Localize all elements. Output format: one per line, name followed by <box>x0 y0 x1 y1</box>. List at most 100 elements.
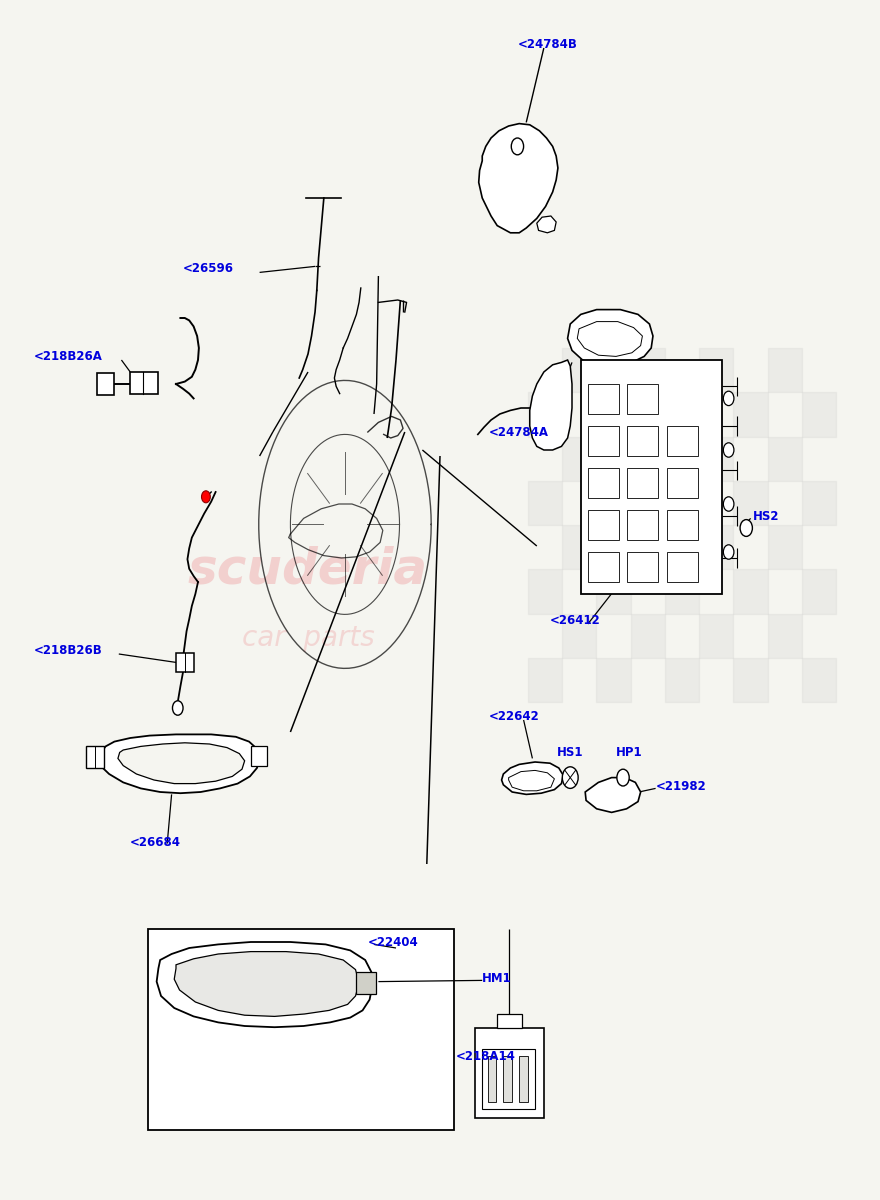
Bar <box>665 392 699 437</box>
Bar <box>699 348 733 392</box>
Bar <box>482 1049 535 1109</box>
Circle shape <box>723 443 734 457</box>
Text: HP1: HP1 <box>616 746 642 758</box>
Text: <218B26B: <218B26B <box>33 644 102 656</box>
Polygon shape <box>479 124 558 233</box>
Bar <box>733 658 767 702</box>
Bar <box>667 468 698 498</box>
Bar <box>528 658 562 702</box>
Text: <26412: <26412 <box>550 614 601 626</box>
Circle shape <box>723 497 734 511</box>
Text: scuderia: scuderia <box>188 546 428 594</box>
Polygon shape <box>537 216 556 233</box>
Circle shape <box>723 545 734 559</box>
Bar <box>627 552 658 582</box>
Circle shape <box>723 391 734 406</box>
Bar <box>665 569 699 613</box>
Bar <box>528 569 562 613</box>
Bar <box>627 510 658 540</box>
Text: <218A14: <218A14 <box>456 1050 516 1062</box>
Text: <218B26A: <218B26A <box>33 350 102 362</box>
Bar <box>528 481 562 526</box>
Bar <box>631 348 665 392</box>
Bar <box>597 481 631 526</box>
Bar <box>767 348 802 392</box>
Bar <box>802 658 836 702</box>
Bar <box>699 613 733 658</box>
Bar <box>665 481 699 526</box>
Bar <box>631 437 665 481</box>
Bar <box>667 510 698 540</box>
Text: <26596: <26596 <box>183 263 234 275</box>
Bar <box>588 552 619 582</box>
Bar <box>667 426 698 456</box>
Bar <box>251 746 267 766</box>
Bar <box>588 468 619 498</box>
Bar <box>665 658 699 702</box>
Bar <box>519 1056 528 1102</box>
Bar <box>627 468 658 498</box>
Polygon shape <box>99 734 260 793</box>
Bar <box>597 569 631 613</box>
Bar <box>562 613 597 658</box>
Bar <box>588 426 619 456</box>
Text: <24784B: <24784B <box>517 38 577 50</box>
Text: <21982: <21982 <box>656 780 707 792</box>
Bar <box>562 437 597 481</box>
Bar <box>562 348 597 392</box>
Circle shape <box>562 767 578 788</box>
Bar <box>627 426 658 456</box>
Bar <box>588 510 619 540</box>
Bar <box>767 437 802 481</box>
Text: <26684: <26684 <box>130 836 181 848</box>
Bar <box>667 552 698 582</box>
Bar <box>627 384 658 414</box>
Polygon shape <box>157 942 372 1027</box>
Polygon shape <box>118 743 245 784</box>
Bar <box>475 1028 544 1118</box>
Bar <box>597 658 631 702</box>
Bar <box>581 360 722 594</box>
Text: <24784A: <24784A <box>488 426 548 438</box>
Circle shape <box>511 138 524 155</box>
Bar <box>528 392 562 437</box>
Bar <box>148 929 454 1130</box>
Text: HS1: HS1 <box>557 746 583 758</box>
Bar <box>176 653 194 672</box>
Bar <box>497 1014 522 1028</box>
Circle shape <box>172 701 183 715</box>
Bar <box>767 613 802 658</box>
Polygon shape <box>585 778 641 812</box>
Bar <box>699 526 733 569</box>
Circle shape <box>202 491 210 503</box>
Text: <22404: <22404 <box>368 936 419 948</box>
Bar <box>767 526 802 569</box>
Polygon shape <box>502 762 563 794</box>
Bar <box>802 481 836 526</box>
Text: <22642: <22642 <box>488 710 539 722</box>
Bar <box>597 392 631 437</box>
Bar <box>631 526 665 569</box>
Bar <box>588 384 619 414</box>
Polygon shape <box>568 310 653 366</box>
Bar <box>802 569 836 613</box>
Circle shape <box>617 769 629 786</box>
Text: car  parts: car parts <box>242 624 374 653</box>
Bar <box>562 526 597 569</box>
Circle shape <box>740 520 752 536</box>
Polygon shape <box>174 952 359 1016</box>
Polygon shape <box>530 360 572 450</box>
Bar <box>631 613 665 658</box>
Bar <box>130 372 158 394</box>
Bar <box>503 1056 512 1102</box>
Bar <box>802 392 836 437</box>
Bar <box>733 569 767 613</box>
Bar <box>356 972 376 994</box>
Text: HM1: HM1 <box>482 972 512 984</box>
Bar <box>86 746 104 768</box>
Bar <box>488 1056 496 1102</box>
Text: HS2: HS2 <box>752 510 779 522</box>
Bar <box>699 437 733 481</box>
Bar <box>97 373 114 395</box>
Bar <box>733 481 767 526</box>
